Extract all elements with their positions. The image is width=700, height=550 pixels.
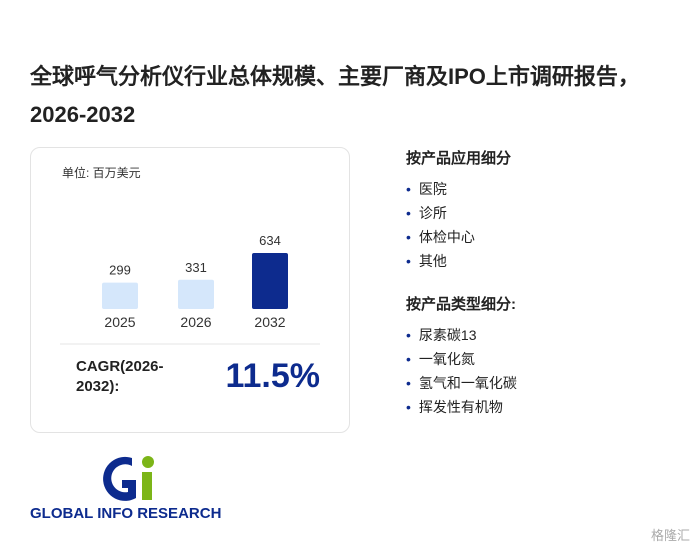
bar bbox=[178, 279, 214, 309]
segment-item: 其他 bbox=[406, 251, 447, 271]
segment-item: 诊所 bbox=[406, 203, 447, 223]
bar bbox=[252, 253, 288, 309]
logo-text: GLOBAL INFO RESEARCH bbox=[30, 505, 222, 522]
x-tick-label: 2032 bbox=[254, 314, 285, 330]
cagr-value: 11.5% bbox=[225, 357, 320, 395]
title: 全球呼气分析仪行业总体规模、主要厂商及IPO上市调研报告，2026-2032 bbox=[30, 64, 640, 127]
cagr-label: CAGR(2026-2032): bbox=[76, 358, 164, 395]
segment-title: 按产品类型细分: bbox=[406, 296, 516, 313]
segment-item: 挥发性有机物 bbox=[406, 397, 503, 417]
value-label: 634 bbox=[259, 233, 281, 248]
logo-mark bbox=[103, 456, 154, 501]
value-label: 331 bbox=[185, 260, 207, 275]
chart: 299 2025 331 2026 634 2032 bbox=[60, 233, 320, 345]
segment-item: 一氧化氮 bbox=[406, 349, 475, 369]
bar bbox=[102, 282, 138, 309]
segment-item: 体检中心 bbox=[406, 227, 475, 247]
x-tick-label: 2025 bbox=[104, 314, 135, 330]
value-label: 299 bbox=[109, 263, 131, 278]
segment-item: 尿素碳13 bbox=[406, 325, 477, 345]
segment-item: 氢气和一氧化碳 bbox=[406, 373, 517, 393]
unit: 单位: 百万美元 bbox=[62, 166, 141, 180]
segment-title: 按产品应用细分 bbox=[406, 150, 512, 167]
source: 格隆汇 bbox=[650, 528, 690, 543]
x-tick-label: 2026 bbox=[180, 314, 211, 330]
segment-item: 医院 bbox=[406, 179, 447, 199]
card bbox=[30, 147, 350, 433]
